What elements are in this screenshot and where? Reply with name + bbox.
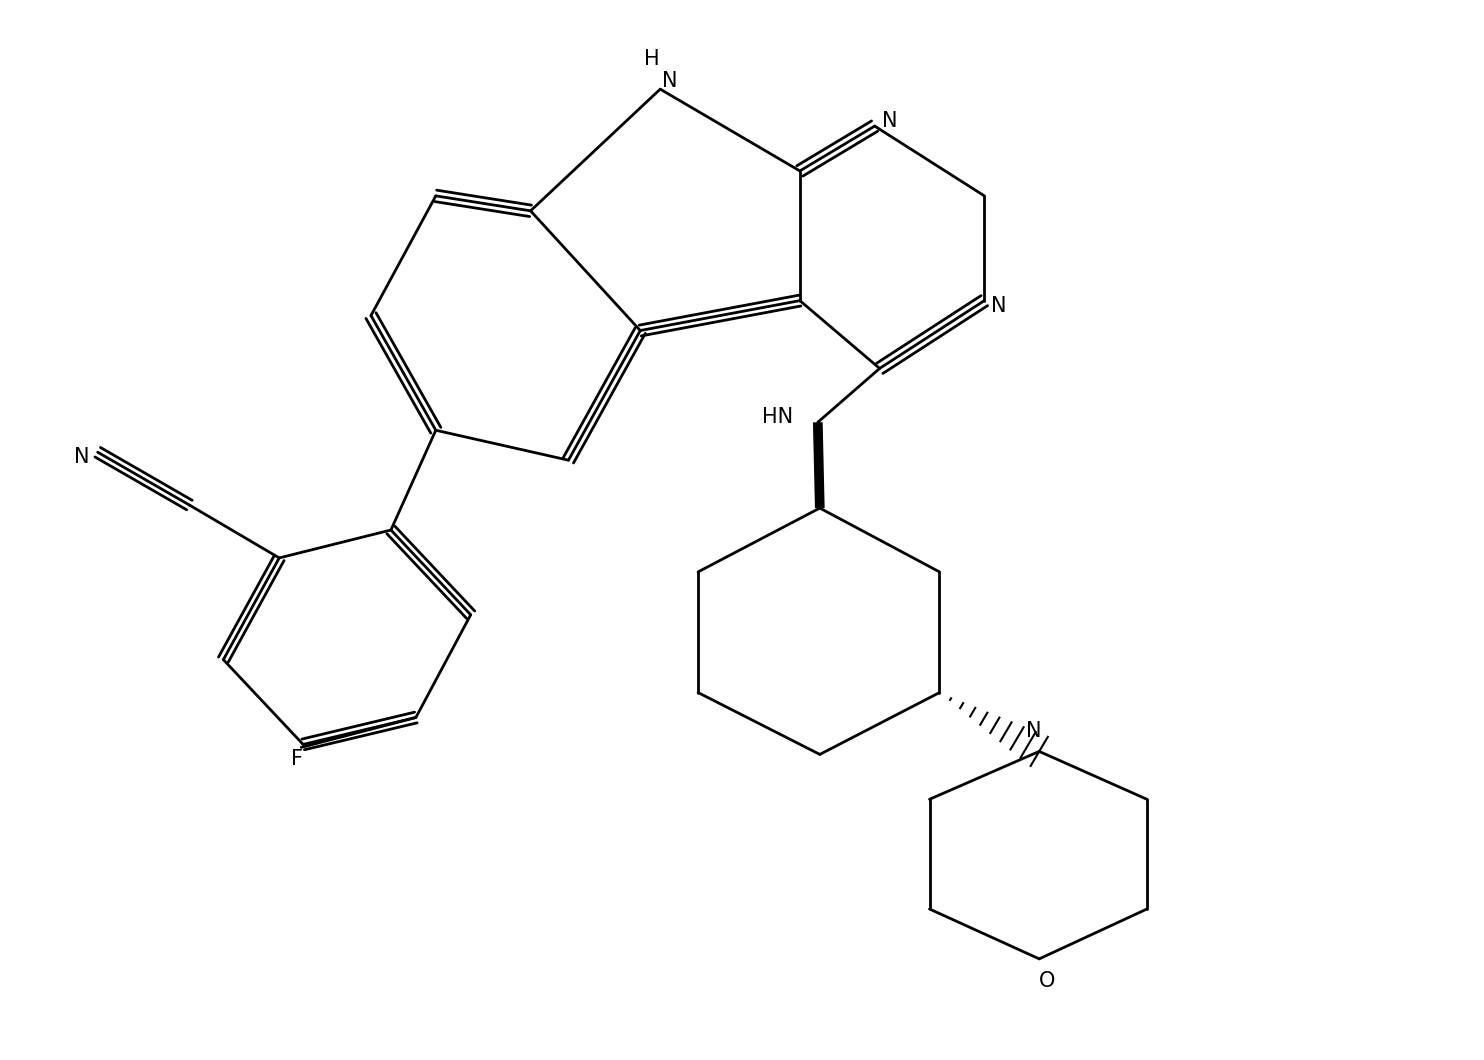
Text: N: N [881,111,898,131]
Text: N: N [991,296,1006,316]
Text: F: F [291,749,303,770]
Text: H: H [644,49,660,69]
Text: N: N [1027,722,1042,741]
Text: O: O [1039,971,1055,991]
Text: N: N [662,71,678,91]
Text: N: N [74,447,89,467]
Text: HN: HN [761,407,792,427]
